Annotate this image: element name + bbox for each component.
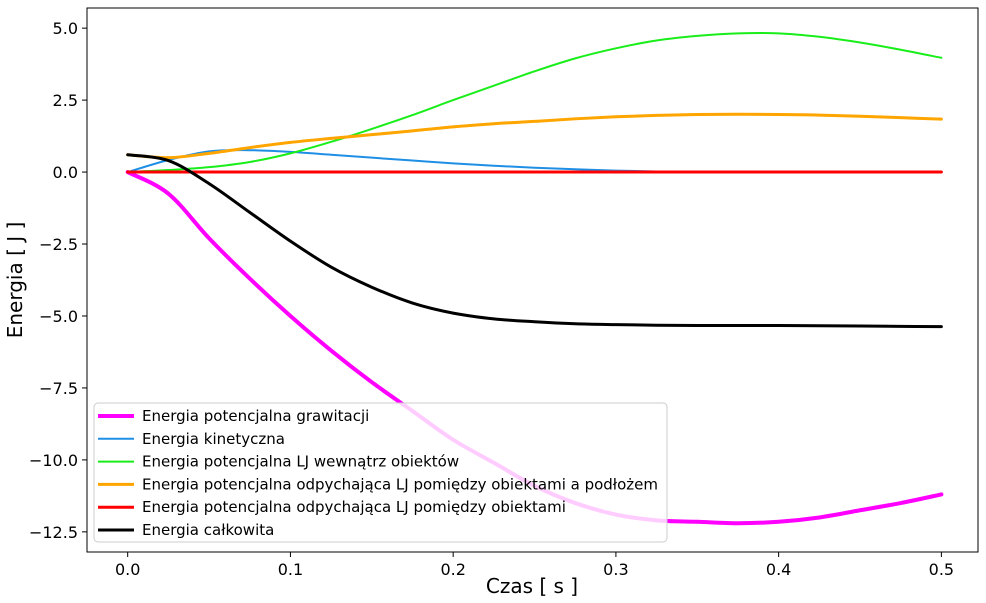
y-tick-label: 0.0 (53, 163, 78, 182)
x-tick-label: 0.3 (603, 560, 628, 579)
y-tick-label: −10.0 (29, 451, 78, 470)
legend-box (93, 402, 668, 543)
series-line (126, 31, 943, 174)
y-tick-label: −5.0 (39, 307, 78, 326)
legend-entry-label: Energia potencjalna grawitacji (142, 407, 369, 425)
legend-entry-label: Energia potencjalna odpychająca LJ pomię… (142, 475, 658, 493)
y-tick-label: 5.0 (53, 19, 78, 38)
y-tick-label: −12.5 (29, 523, 78, 542)
x-tick-label: 0.5 (929, 560, 954, 579)
y-tick-label: 2.5 (53, 91, 78, 110)
y-tick-label: −2.5 (39, 235, 78, 254)
x-tick-label: 0.4 (766, 560, 791, 579)
legend: Energia potencjalna grawitacji Energia ki… (93, 402, 668, 543)
y-axis: 5.0 2.5 0.0 −2.5 −5.0 −7.5 −10.0 −12.5 (29, 19, 87, 542)
x-tick-label: 0.2 (440, 560, 465, 579)
y-tick-label: −7.5 (39, 379, 78, 398)
legend-entry-label: Energia całkowita (142, 521, 274, 539)
legend-entry-label: Energia kinetyczna (142, 430, 285, 448)
series-line (126, 112, 943, 160)
y-axis-title: Energia [ J ] (3, 222, 27, 339)
x-tick-label: 0.1 (278, 560, 303, 579)
x-tick-label: 0.0 (115, 560, 140, 579)
x-axis-title: Czas [ s ] (486, 574, 578, 598)
legend-entry-label: Energia potencjalna LJ wewnątrz obiektów (142, 453, 459, 471)
legend-entry-label: Energia potencjalna odpychająca LJ pomię… (142, 498, 566, 516)
series-line (126, 153, 943, 329)
x-axis: 0.0 0.1 0.2 0.3 0.4 0.5 (115, 552, 954, 579)
